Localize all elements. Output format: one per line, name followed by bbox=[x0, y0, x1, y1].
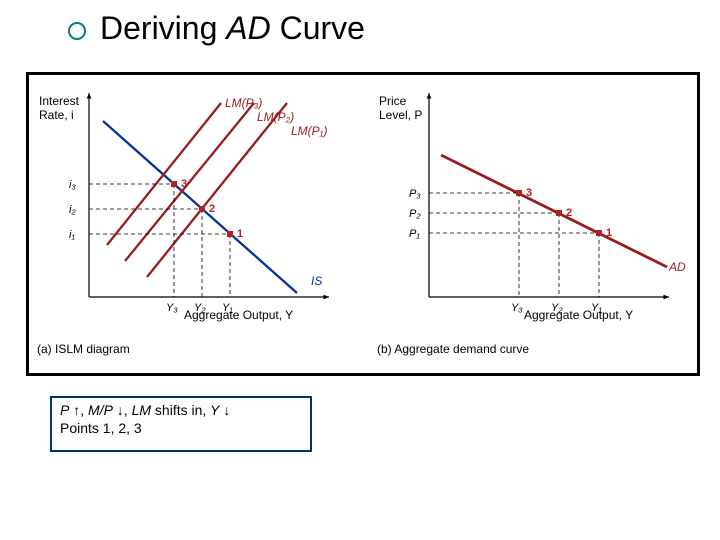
figure-svg: InterestRate, i Aggregate Output, Y (a) IS… bbox=[29, 75, 697, 373]
slide: Deriving AD Curve InterestRate, i Aggrega… bbox=[0, 0, 720, 540]
title-bullet bbox=[68, 22, 86, 40]
svg-text:IS: IS bbox=[311, 274, 322, 288]
svg-text:Y₃: Y₃ bbox=[511, 302, 523, 314]
svg-text:P₁: P₁ bbox=[409, 228, 420, 240]
svg-text:3: 3 bbox=[181, 178, 187, 190]
svg-text:Rate, i: Rate, i bbox=[39, 108, 74, 122]
svg-text:1: 1 bbox=[237, 228, 243, 240]
svg-text:(b) Aggregate demand curve: (b) Aggregate demand curve bbox=[377, 342, 529, 356]
title-text-italic: AD bbox=[226, 10, 270, 46]
svg-text:1: 1 bbox=[606, 227, 612, 239]
svg-text:Interest: Interest bbox=[39, 94, 80, 108]
title-text-prefix: Deriving bbox=[100, 10, 226, 46]
svg-text:Aggregate Output, Y: Aggregate Output, Y bbox=[524, 308, 633, 322]
svg-text:2: 2 bbox=[209, 203, 215, 215]
svg-text:(a) ISLM diagram: (a) ISLM diagram bbox=[37, 342, 130, 356]
svg-text:i₁: i₁ bbox=[69, 229, 75, 241]
svg-text:P₃: P₃ bbox=[409, 188, 421, 200]
svg-text:Y₁: Y₁ bbox=[591, 302, 602, 314]
svg-text:i₃: i₃ bbox=[69, 179, 76, 191]
svg-text:3: 3 bbox=[526, 187, 532, 199]
svg-text:Y₂: Y₂ bbox=[194, 302, 206, 314]
note-line-1: P ↑, M/P ↓, LM shifts in, Y ↓ bbox=[60, 402, 302, 420]
note-box: P ↑, M/P ↓, LM shifts in, Y ↓ Points 1, … bbox=[50, 396, 312, 452]
svg-text:Y₃: Y₃ bbox=[166, 302, 178, 314]
svg-text:AD: AD bbox=[668, 260, 686, 274]
svg-text:Y₁: Y₁ bbox=[222, 302, 233, 314]
note-line-2: Points 1, 2, 3 bbox=[60, 420, 302, 438]
slide-title: Deriving AD Curve bbox=[100, 10, 365, 47]
svg-text:LM(P₃): LM(P₃) bbox=[225, 96, 262, 110]
title-text-suffix: Curve bbox=[271, 10, 365, 46]
svg-text:Price: Price bbox=[379, 94, 407, 108]
svg-text:i₂: i₂ bbox=[69, 204, 76, 216]
svg-text:2: 2 bbox=[566, 207, 572, 219]
svg-text:P₂: P₂ bbox=[409, 208, 421, 220]
figure-container: InterestRate, i Aggregate Output, Y (a) IS… bbox=[26, 72, 700, 376]
svg-text:Y₂: Y₂ bbox=[551, 302, 563, 314]
svg-text:LM(P₁): LM(P₁) bbox=[291, 124, 327, 138]
svg-text:Level, P: Level, P bbox=[379, 108, 422, 122]
